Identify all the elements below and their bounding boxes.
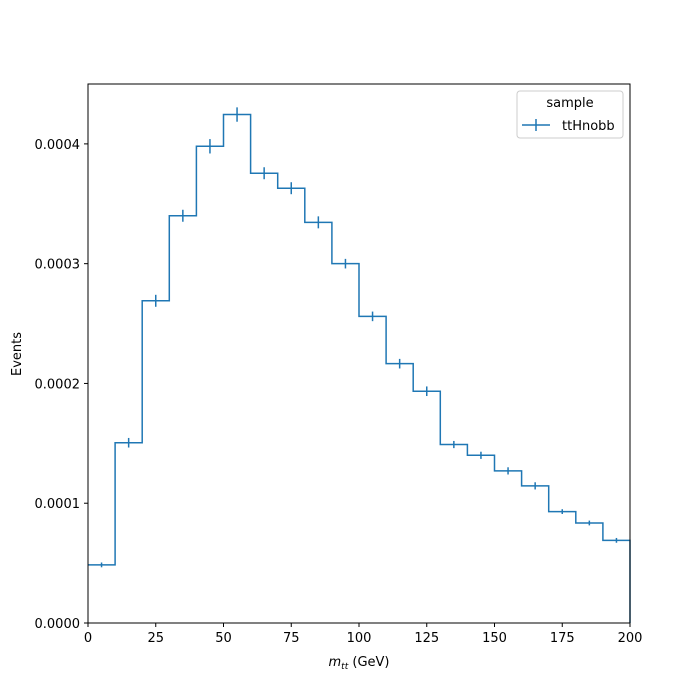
x-tick-label: 150 [482,631,507,646]
y-tick-label: 0.0003 [35,258,81,273]
x-tick-label: 100 [347,631,372,646]
series-step-line-0 [88,113,631,623]
x-tick-label: 125 [414,631,439,646]
x-tick-label: 75 [283,631,300,646]
x-tick-label: 25 [147,631,164,646]
legend-box [516,90,624,139]
x-tick-label: 50 [215,631,232,646]
y-tick-label: 0.0002 [35,377,81,392]
legend: sample ttHnobb [516,90,624,139]
x-tick-label: 175 [550,631,575,646]
y-tick-label: 0.0000 [35,617,81,632]
axes: 0 25 50 75 100 125 150 175 200 0.0000 0.0001 0.0002… [35,83,643,646]
legend-title: sample [546,96,593,111]
x-tick-label: 200 [618,631,643,646]
plot-area [88,107,631,623]
y-tick-label: 0.0004 [35,138,81,153]
y-tick-label: 0.0001 [35,497,81,512]
x-axis-label: mtt (GeV) [329,655,390,672]
y-axis-label: Events [10,332,25,376]
legend-entry-ttHnobb: ttHnobb [562,119,615,134]
x-tick-label: 0 [84,631,92,646]
